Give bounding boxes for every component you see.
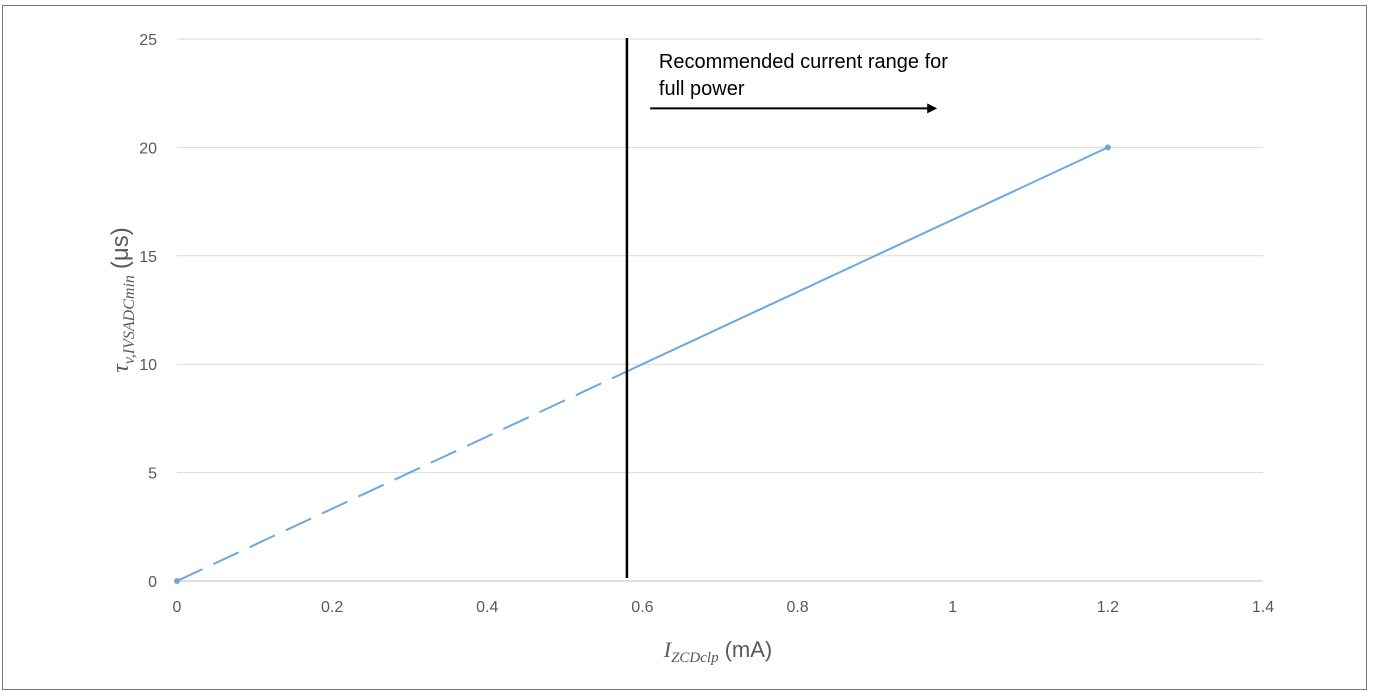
series-0-point-0 [174, 578, 180, 584]
y-axis-symbol: τ [108, 363, 134, 373]
annotation-arrow-head [927, 103, 938, 114]
series-layer [174, 144, 1111, 584]
x-tick-label-1.4: 1.4 [1252, 599, 1274, 616]
x-tick-label-1.2: 1.2 [1097, 599, 1119, 616]
y-tick-label-5: 5 [148, 466, 157, 483]
x-tick-label-0.6: 0.6 [631, 599, 653, 616]
x-tick-label-0.4: 0.4 [476, 599, 498, 616]
x-axis-subscript: ZCDclp [671, 650, 719, 666]
annotation-line-2: full power [659, 78, 745, 100]
series-0-solid-segment [626, 146, 1109, 373]
series-0-point-1 [1104, 144, 1111, 151]
y-axis-subscript: v,IVSADCmin [121, 275, 138, 364]
y-tick-label-15: 15 [139, 249, 157, 266]
gridlines [177, 38, 1263, 582]
y-tick-label-0: 0 [148, 574, 157, 591]
x-tick-label-1: 1 [948, 599, 957, 616]
x-tick-labels: 0 0.2 0.4 0.6 0.8 1 1.2 1.4 [173, 599, 1275, 616]
y-axis-unit: (μs) [107, 227, 134, 269]
series-0-dashed-segment [176, 370, 628, 582]
y-tick-label-10: 10 [139, 357, 157, 374]
y-tick-labels: 0 5 10 15 20 25 [139, 32, 157, 591]
x-tick-label-0.2: 0.2 [321, 599, 343, 616]
y-tick-label-25: 25 [139, 32, 157, 49]
x-axis-unit: (mA) [725, 637, 773, 662]
y-tick-label-20: 20 [139, 140, 157, 157]
x-tick-label-0.8: 0.8 [786, 599, 808, 616]
x-tick-label-0: 0 [173, 599, 182, 616]
annotation-layer: Recommended current range for full power [650, 51, 948, 114]
x-axis-symbol: I [663, 637, 673, 662]
annotation-line-1: Recommended current range for [659, 51, 948, 73]
x-axis-title: IZCDclp (mA) [663, 637, 773, 666]
y-axis-title: τv,IVSADCmin (μs) [107, 227, 138, 372]
